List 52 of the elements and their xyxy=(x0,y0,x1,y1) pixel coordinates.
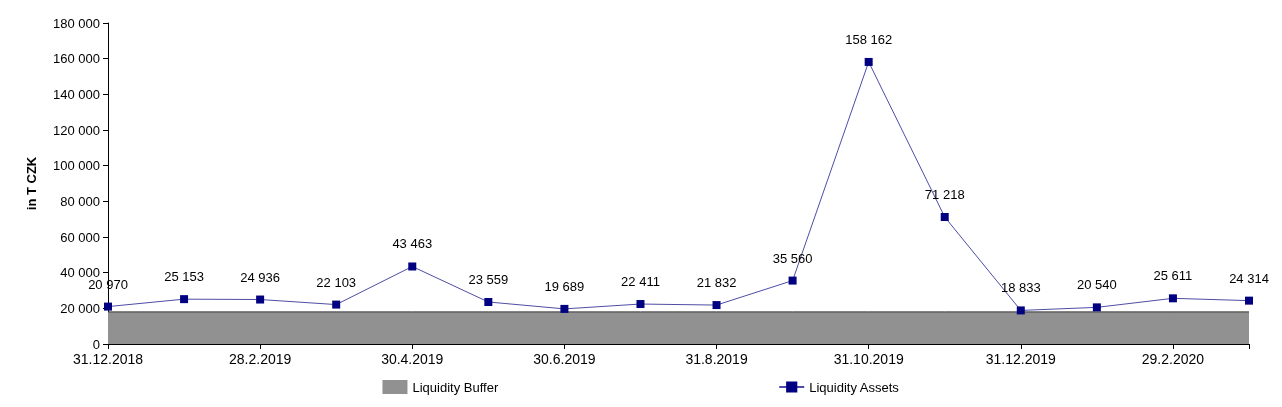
point xyxy=(712,301,721,310)
y-tick-label: 120 000 xyxy=(53,122,100,138)
legend-label: Liquidity Buffer xyxy=(412,379,499,395)
y-tick-label: 180 000 xyxy=(53,15,100,31)
x-tick-label: 28.2.2019 xyxy=(228,351,292,367)
y-tick-label: 40 000 xyxy=(60,265,100,281)
x-tick-label: 31.12.2019 xyxy=(985,351,1057,367)
legend-label: Liquidity Assets xyxy=(809,379,900,395)
point xyxy=(940,212,949,221)
data-label: 25 611 xyxy=(1153,268,1193,284)
data-label: 23 559 xyxy=(468,271,509,287)
data-label: 25 153 xyxy=(164,269,204,285)
x-tick-label: 31.12.2018 xyxy=(72,351,144,367)
x-tick-label: 30.6.2019 xyxy=(533,351,596,367)
point xyxy=(1092,303,1101,312)
point xyxy=(332,300,341,309)
y-tick-label: 0 xyxy=(92,336,100,352)
point xyxy=(180,295,189,304)
point xyxy=(1016,306,1025,315)
data-label: 71 218 xyxy=(924,186,965,202)
y-tick-label: 140 000 xyxy=(53,86,100,102)
point xyxy=(484,297,493,306)
data-label: 18 833 xyxy=(1000,280,1041,296)
data-label: 21 832 xyxy=(696,275,737,291)
y-tick-label: 100 000 xyxy=(53,158,100,174)
point xyxy=(1168,294,1177,303)
point xyxy=(864,57,873,66)
y-tick-label: 80 000 xyxy=(60,193,100,209)
point xyxy=(560,304,569,313)
x-tick-label: 30.4.2019 xyxy=(381,351,444,367)
data-label: 19 689 xyxy=(544,278,585,294)
data-label: 24 314 xyxy=(1229,270,1269,286)
data-label: 24 936 xyxy=(240,269,281,285)
point xyxy=(104,302,112,311)
data-label: 22 103 xyxy=(316,274,357,290)
y-tick-label: 60 000 xyxy=(60,229,100,245)
data-label: 35 560 xyxy=(772,250,813,266)
data-label: 20 540 xyxy=(1076,277,1117,293)
point xyxy=(256,295,265,304)
y-tick-label: 160 000 xyxy=(53,51,100,67)
data-label: 22 411 xyxy=(621,274,660,290)
y-axis-title: in T CZK xyxy=(24,156,39,211)
point xyxy=(1245,296,1253,305)
point xyxy=(788,276,797,285)
x-tick-label: 31.8.2019 xyxy=(685,351,748,367)
y-tick-label: 20 000 xyxy=(60,300,100,316)
x-tick-label: 31.10.2019 xyxy=(833,351,904,367)
x-tick-label: 29.2.2020 xyxy=(1141,351,1205,367)
point xyxy=(636,300,645,309)
data-label: 43 463 xyxy=(392,236,433,252)
point xyxy=(408,262,417,271)
data-label: 158 162 xyxy=(845,31,893,47)
